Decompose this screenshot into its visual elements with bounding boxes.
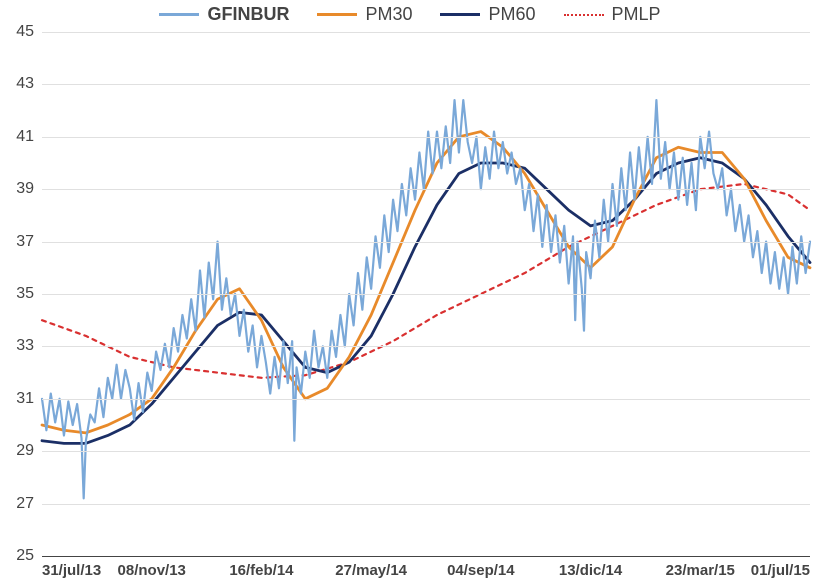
ytick-label: 25 xyxy=(16,547,42,565)
xtick-label: 04/sep/14 xyxy=(447,556,515,579)
legend-swatch-pm30 xyxy=(317,13,357,16)
plot-area: 252729313335373941434531/jul/1308/nov/13… xyxy=(42,32,810,556)
legend-label-pmlp: PMLP xyxy=(612,4,661,25)
ytick-label: 27 xyxy=(16,495,42,513)
gridline-y xyxy=(42,399,810,400)
xtick-label: 08/nov/13 xyxy=(118,556,186,579)
legend-label-gfinbur: GFINBUR xyxy=(207,4,289,25)
ytick-label: 35 xyxy=(16,285,42,303)
ytick-label: 39 xyxy=(16,180,42,198)
xtick-label: 23/mar/15 xyxy=(666,556,735,579)
stock-chart: GFINBURPM30PM60PMLP 25272931333537394143… xyxy=(0,0,820,584)
gridline-y xyxy=(42,189,810,190)
ytick-label: 37 xyxy=(16,233,42,251)
xtick-label: 13/dic/14 xyxy=(559,556,622,579)
legend-swatch-gfinbur xyxy=(159,13,199,16)
xtick-label: 16/feb/14 xyxy=(229,556,293,579)
gridline-y xyxy=(42,346,810,347)
ytick-label: 43 xyxy=(16,75,42,93)
gridline-y xyxy=(42,84,810,85)
series-line-pm30 xyxy=(42,132,810,433)
ytick-label: 33 xyxy=(16,337,42,355)
legend: GFINBUR PM30 PM60 PMLP xyxy=(0,4,820,25)
legend-item-pm60: PM60 xyxy=(440,4,535,25)
gridline-y xyxy=(42,137,810,138)
xtick-label: 31/jul/13 xyxy=(42,556,101,579)
ytick-label: 41 xyxy=(16,128,42,146)
xtick-label: 27/may/14 xyxy=(335,556,407,579)
legend-swatch-pm60 xyxy=(440,13,480,16)
legend-label-pm60: PM60 xyxy=(488,4,535,25)
legend-label-pm30: PM30 xyxy=(365,4,412,25)
gridline-y xyxy=(42,294,810,295)
ytick-label: 29 xyxy=(16,442,42,460)
ytick-label: 31 xyxy=(16,390,42,408)
gridline-y xyxy=(42,242,810,243)
legend-item-pmlp: PMLP xyxy=(564,4,661,25)
xtick-label: 01/jul/15 xyxy=(751,556,810,579)
legend-item-pm30: PM30 xyxy=(317,4,412,25)
gridline-y xyxy=(42,451,810,452)
series-line-pmlp xyxy=(42,184,810,378)
gridline-y xyxy=(42,32,810,33)
legend-item-gfinbur: GFINBUR xyxy=(159,4,289,25)
gridline-y xyxy=(42,504,810,505)
ytick-label: 45 xyxy=(16,23,42,41)
legend-swatch-pmlp xyxy=(564,14,604,16)
